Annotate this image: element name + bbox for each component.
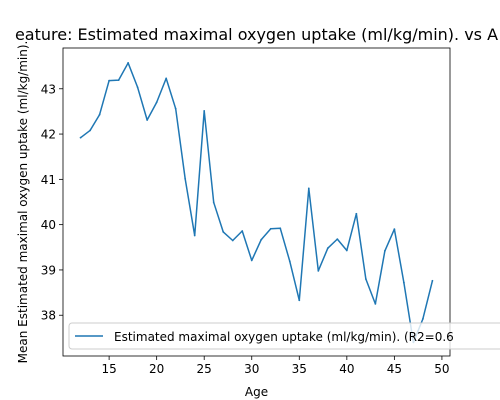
legend: Estimated maximal oxygen uptake (ml/kg/m… [68,322,500,350]
data-point [402,281,405,284]
data-point [98,113,101,116]
chart-title: eature: Estimated maximal oxygen uptake … [15,25,498,44]
data-point [203,110,206,112]
data-point [79,136,82,139]
y-tick-label: 41 [41,173,56,187]
legend-box [68,322,500,350]
data-point [136,86,139,89]
data-point [317,269,320,272]
data-point [307,187,310,190]
data-point [364,278,367,280]
x-axis-label: Age [245,385,268,399]
data-point [165,77,168,80]
x-tick-label: 40 [339,362,354,376]
data-point [279,227,282,230]
data-point [89,129,91,132]
data-point [174,107,177,110]
x-tick-label: 50 [434,362,449,376]
data-point [222,230,225,233]
data-point [155,101,158,104]
data-point [345,249,348,252]
y-axis-label: Mean Estimated maximal oxygen uptake (ml… [16,41,30,364]
y-tick-label: 43 [41,82,56,96]
data-point [241,230,244,232]
x-tick-label: 45 [387,362,402,376]
legend-label: Estimated maximal oxygen uptake (ml/kg/m… [114,330,454,344]
data-point [184,178,187,180]
data-point [298,299,301,302]
data-point [431,279,434,282]
series-line [80,62,434,344]
data-point [422,317,424,320]
x-axis: 15 20 25 30 35 40 45 50 [101,356,450,376]
data-point [250,259,253,262]
series-lines [79,62,434,344]
y-tick-label: 38 [41,309,56,323]
data-point [117,79,120,82]
data-point [288,260,291,263]
data-point [127,62,130,64]
data-point [355,212,358,215]
y-tick-label: 39 [41,263,56,277]
data-point [231,239,234,242]
data-point [383,250,386,252]
data-point [193,234,196,237]
plot-area-frame [62,47,451,357]
data-point [326,247,329,250]
data-point [146,119,149,121]
data-point [260,238,263,241]
data-point [108,79,111,82]
data-point [374,303,377,305]
data-point [336,238,339,241]
x-tick-label: 35 [292,362,307,376]
data-point [393,228,396,231]
x-tick-label: 25 [197,362,212,376]
data-point [212,201,215,204]
data-point [269,227,272,230]
y-tick-label: 40 [41,218,56,232]
x-tick-label: 20 [149,362,164,376]
x-tick-label: 15 [101,362,116,376]
y-tick-label: 42 [41,128,56,142]
y-axis: 38 39 40 41 42 43 [41,82,63,323]
x-tick-label: 30 [244,362,259,376]
